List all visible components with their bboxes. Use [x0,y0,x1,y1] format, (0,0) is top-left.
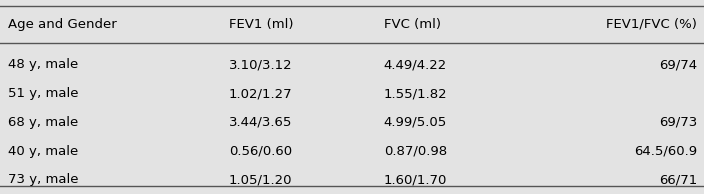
Text: 0.56/0.60: 0.56/0.60 [229,145,292,158]
Text: 68 y, male: 68 y, male [8,116,79,129]
Text: 40 y, male: 40 y, male [8,145,79,158]
Text: 48 y, male: 48 y, male [8,58,79,72]
Text: 0.87/0.98: 0.87/0.98 [384,145,447,158]
Text: 51 y, male: 51 y, male [8,87,79,100]
Text: 3.44/3.65: 3.44/3.65 [229,116,292,129]
Text: 64.5/60.9: 64.5/60.9 [634,145,697,158]
Text: 1.55/1.82: 1.55/1.82 [384,87,447,100]
Text: FEV1/FVC (%): FEV1/FVC (%) [606,18,697,31]
Text: 73 y, male: 73 y, male [8,173,79,186]
Text: FEV1 (ml): FEV1 (ml) [229,18,294,31]
Text: FVC (ml): FVC (ml) [384,18,441,31]
Text: 4.99/5.05: 4.99/5.05 [384,116,447,129]
Text: 3.10/3.12: 3.10/3.12 [229,58,292,72]
Text: 1.05/1.20: 1.05/1.20 [229,173,292,186]
Text: 69/73: 69/73 [659,116,697,129]
Text: 69/74: 69/74 [659,58,697,72]
Text: 4.49/4.22: 4.49/4.22 [384,58,447,72]
Text: Age and Gender: Age and Gender [8,18,117,31]
Text: 1.60/1.70: 1.60/1.70 [384,173,447,186]
Text: 66/71: 66/71 [659,173,697,186]
Text: 1.02/1.27: 1.02/1.27 [229,87,292,100]
